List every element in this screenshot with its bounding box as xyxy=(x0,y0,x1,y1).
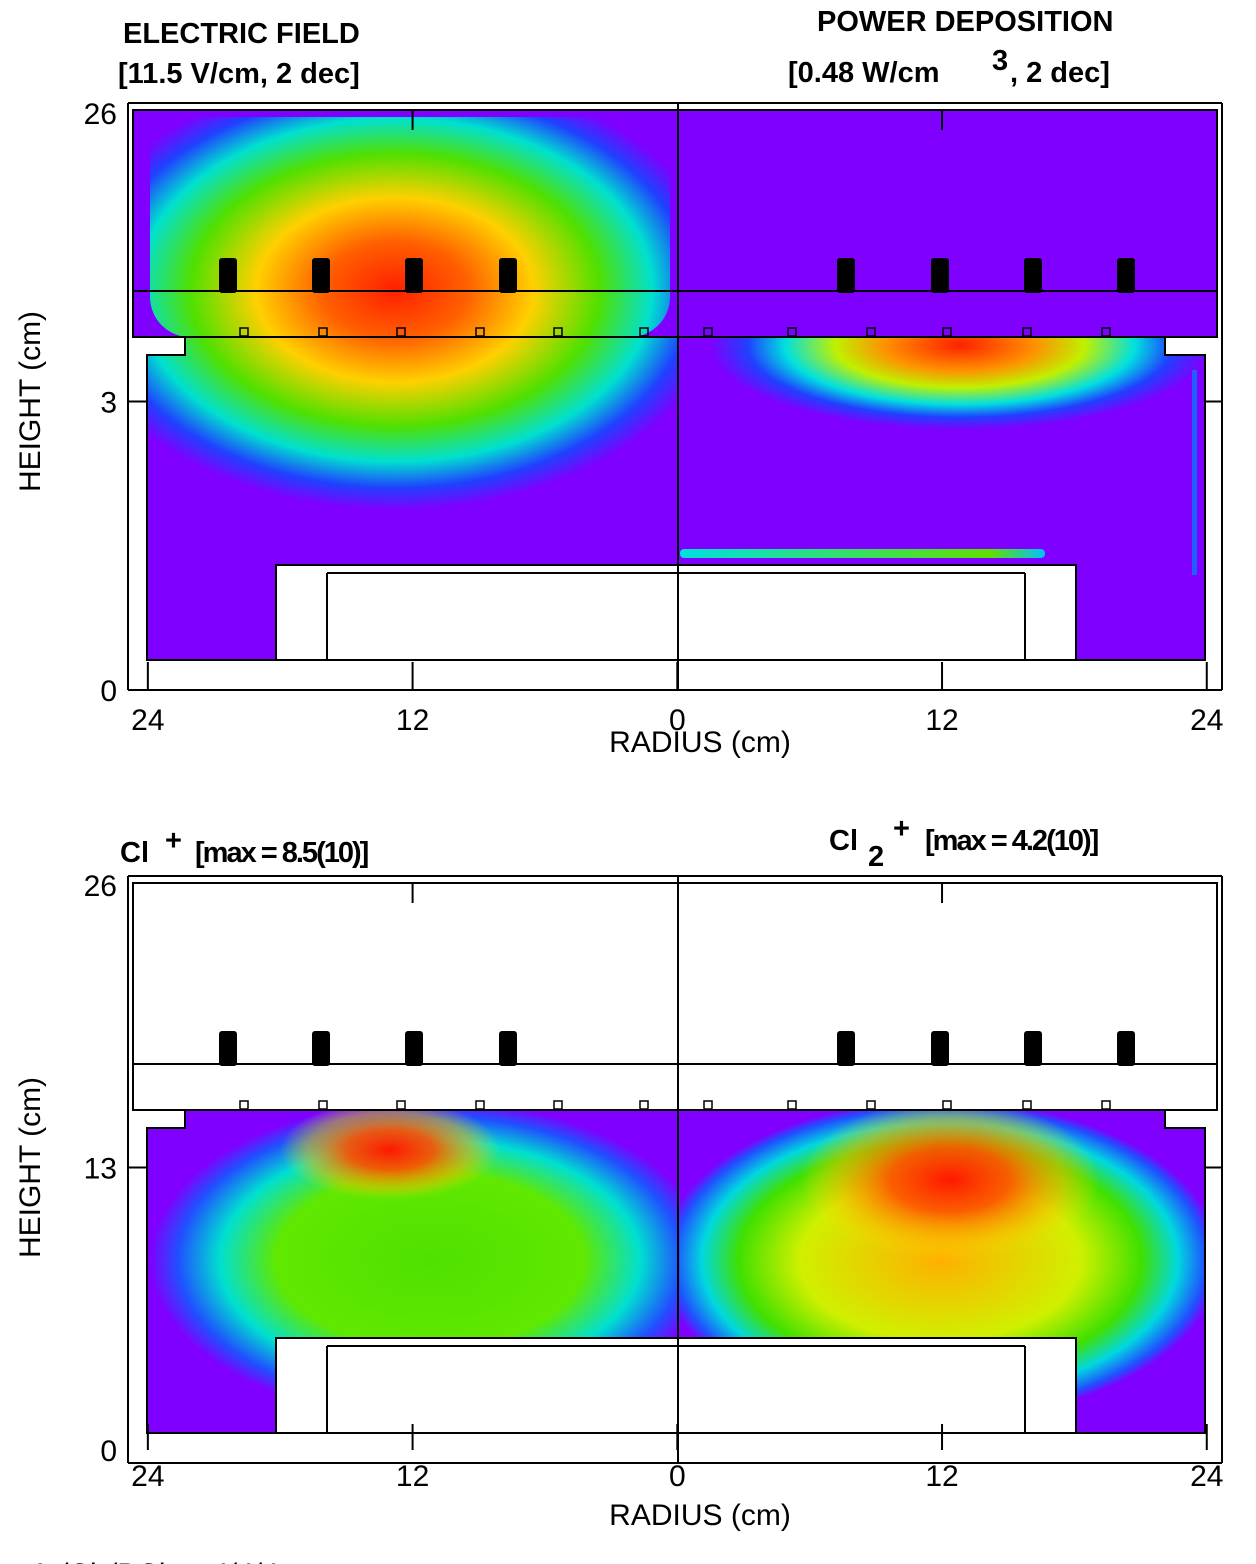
field-contour xyxy=(1192,370,1197,575)
field-contour xyxy=(800,1110,1100,1260)
coil xyxy=(837,1031,855,1066)
nozzle xyxy=(866,327,876,337)
coil xyxy=(405,258,423,293)
y-tick-label: 0 xyxy=(100,675,117,708)
x-tick-label: 24 xyxy=(131,704,164,737)
x-axis-label: RADIUS (cm) xyxy=(609,1499,791,1532)
nozzle xyxy=(1101,1100,1111,1110)
nozzle xyxy=(318,1100,328,1110)
y-tick-label: 0 xyxy=(100,1435,117,1468)
nozzle xyxy=(239,1100,249,1110)
x-tick-label: 12 xyxy=(396,704,429,737)
coil xyxy=(312,1031,330,1066)
nozzle xyxy=(942,327,952,337)
nozzle xyxy=(942,1100,952,1110)
coil xyxy=(499,258,517,293)
nozzle xyxy=(396,1100,406,1110)
coil xyxy=(1117,1031,1135,1066)
y-axis-label: HEIGHT (cm) xyxy=(14,311,47,492)
nozzle xyxy=(703,327,713,337)
pedestal xyxy=(275,564,1077,661)
y-tick-label: 26 xyxy=(84,870,117,903)
pedestal xyxy=(275,1337,1077,1434)
x-tick-label: 24 xyxy=(1190,704,1223,737)
field-contour xyxy=(710,337,1205,430)
panel-subtitle: [11.5 V/cm, 2 dec] xyxy=(118,58,360,90)
panel-subtitle: 3 xyxy=(992,45,1008,77)
nozzle xyxy=(787,327,797,337)
panel-title: ELECTRIC FIELD xyxy=(123,18,360,50)
coil xyxy=(499,1031,517,1066)
nozzle xyxy=(475,327,485,337)
nozzle xyxy=(1022,327,1032,337)
coil xyxy=(219,1031,237,1066)
panel-title: [max = 8.5(10)] xyxy=(195,837,369,869)
lid xyxy=(132,109,1218,338)
x-tick-label: 24 xyxy=(1190,1460,1223,1493)
panel-title: [max = 4.2(10)] xyxy=(925,825,1099,857)
nozzle xyxy=(639,327,649,337)
x-tick-label: 0 xyxy=(669,704,686,737)
nozzle xyxy=(703,1100,713,1110)
nozzle xyxy=(1022,1100,1032,1110)
nozzle xyxy=(553,327,563,337)
coil xyxy=(405,1031,423,1066)
panel: 24 12 0 12 24 0 3 26 RADIUS (cm) HEIGHT (cm) ELECT… xyxy=(14,6,1223,759)
coil xyxy=(1117,258,1135,293)
y-tick-label: 26 xyxy=(84,98,117,131)
annotation: Ar/Cl2/BCl3 = 4/4/4 xyxy=(30,1558,279,1564)
nozzle xyxy=(866,1100,876,1110)
panel-subtitle: , 2 dec] xyxy=(1010,57,1110,89)
nozzle xyxy=(787,1100,797,1110)
nozzle xyxy=(1101,327,1111,337)
coil xyxy=(931,258,949,293)
panel-title: + xyxy=(893,813,910,845)
x-axis-label: RADIUS (cm) xyxy=(609,726,791,759)
field-contour xyxy=(280,1110,500,1200)
panel-title: Cl xyxy=(829,825,858,857)
panel-title: + xyxy=(165,825,182,857)
x-tick-label: 12 xyxy=(396,1460,429,1493)
x-tick-label: 0 xyxy=(669,1460,686,1493)
x-tick-label: 12 xyxy=(925,704,958,737)
coil xyxy=(1024,1031,1042,1066)
coil xyxy=(1024,258,1042,293)
field-contour xyxy=(680,549,1045,558)
nozzle xyxy=(639,1100,649,1110)
panel: 24 12 0 12 24 0 13 26 RADIUS (cm) HEIGHT (cm) Cl + [… xyxy=(14,813,1223,1532)
y-tick-label: 13 xyxy=(84,1153,117,1186)
annotation-part: = 4/4/4 xyxy=(178,1558,279,1564)
field xyxy=(147,337,678,510)
field xyxy=(147,1110,1205,1433)
nozzle xyxy=(318,327,328,337)
y-tick-label: 3 xyxy=(100,387,117,420)
annotation-part: /BCl xyxy=(109,1558,166,1564)
nozzle xyxy=(553,1100,563,1110)
reactor xyxy=(127,102,1223,691)
nozzle xyxy=(396,327,406,337)
panel-title: Cl xyxy=(120,837,149,869)
panel-title: POWER DEPOSITION xyxy=(817,6,1113,38)
nozzle xyxy=(239,327,249,337)
reactor xyxy=(127,875,1223,1464)
lid xyxy=(132,882,1218,1111)
coil xyxy=(219,258,237,293)
coil xyxy=(312,258,330,293)
field-contour xyxy=(147,337,678,510)
panel-title: 2 xyxy=(868,841,884,873)
x-tick-label: 24 xyxy=(131,1460,164,1493)
annotation-part: Ar/Cl xyxy=(30,1558,97,1564)
panel-subtitle: [0.48 W/cm xyxy=(788,57,940,89)
coil xyxy=(837,258,855,293)
nozzle xyxy=(475,1100,485,1110)
y-axis-label: HEIGHT (cm) xyxy=(14,1077,47,1258)
coil xyxy=(931,1031,949,1066)
x-tick-label: 12 xyxy=(925,1460,958,1493)
